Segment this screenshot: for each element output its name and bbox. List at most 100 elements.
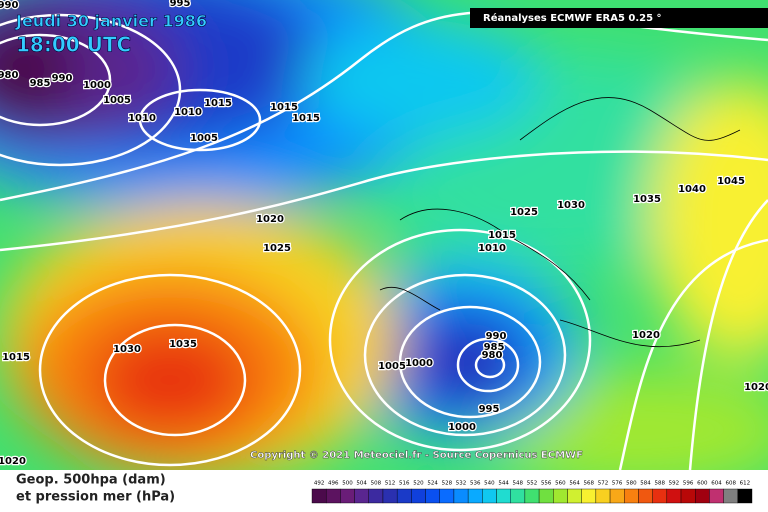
colorbar-swatch: [638, 488, 653, 504]
colorbar-swatch: [624, 488, 639, 504]
colorbar-swatch: [425, 488, 440, 504]
colorbar-swatch: [411, 488, 426, 504]
colorbar-label: 500: [342, 481, 353, 487]
isobar-label: 990: [486, 331, 507, 342]
colorbar-label: 508: [371, 481, 382, 487]
isobar-label: 1015: [270, 102, 298, 113]
colorbar-label: 492: [314, 481, 325, 487]
colorbar-label: 588: [654, 481, 665, 487]
isobar-label: 1020: [744, 382, 768, 393]
colorbar-swatch: [538, 488, 554, 504]
isobar-label: 995: [479, 404, 500, 415]
colorbar-swatch: [567, 488, 582, 504]
colorbar-label: 536: [470, 481, 481, 487]
colorbar-swatch: [737, 488, 753, 504]
colorbar-swatch: [723, 488, 739, 504]
isobar-label: 1015: [488, 230, 516, 241]
isobar-label: 1000: [83, 80, 111, 91]
colorbar-swatch: [340, 488, 355, 504]
colorbar-swatch: [609, 488, 625, 504]
legend-subtitle: et pression mer (hPa): [16, 490, 175, 505]
isobar-label: 985: [484, 342, 505, 353]
colorbar-label: 496: [328, 481, 339, 487]
isobar-label: 985: [30, 78, 51, 89]
legend-title: Geop. 500hpa (dam): [16, 473, 166, 488]
colorbar-swatch: [666, 488, 682, 504]
colorbar-swatch: [467, 488, 483, 504]
isobar-label: 1030: [113, 344, 141, 355]
isobar-label: 980: [0, 70, 18, 81]
isobar-label: 1020: [632, 330, 660, 341]
isobar-label: 1020: [256, 214, 284, 225]
colorbar-swatch: [595, 488, 611, 504]
colorbar-label: 564: [569, 481, 580, 487]
isobar-label: 1035: [633, 194, 661, 205]
colorbar-swatch: [553, 488, 568, 504]
colorbar-label: 612: [740, 481, 751, 487]
colorbar-label: 544: [498, 481, 509, 487]
isobar-label: 995: [170, 0, 191, 9]
isobar-lines: [0, 10, 768, 471]
colorbar-label: 504: [356, 481, 367, 487]
colorbar-label: 572: [598, 481, 609, 487]
colorbar-label: 608: [725, 481, 736, 487]
isobar-label: 1000: [405, 358, 433, 369]
isobar-label: 1005: [103, 95, 131, 106]
coastlines: [379, 97, 741, 348]
isobar-label: 1000: [448, 422, 476, 433]
colorbar-label: 596: [683, 481, 694, 487]
colorbar-label: 560: [555, 481, 566, 487]
colorbar-label: 576: [612, 481, 623, 487]
colorbar-swatch: [652, 488, 668, 504]
colorbar-label: 580: [626, 481, 637, 487]
colorbar-label: 600: [697, 481, 708, 487]
colorbar-label: 528: [442, 481, 453, 487]
geopotential-field: [0, 0, 768, 490]
isobar-label: 1045: [717, 176, 745, 187]
colorbar-swatch: [368, 488, 384, 504]
isobar-label: 990: [52, 73, 73, 84]
colorbar-swatch: [453, 488, 469, 504]
isobar-label: 1030: [557, 200, 585, 211]
isobar-label: 1010: [128, 113, 156, 124]
isobar-label: 1005: [190, 133, 218, 144]
colorbar-swatch: [396, 488, 412, 504]
isobar-label: 1040: [678, 184, 706, 195]
colorbar-swatch: [680, 488, 696, 504]
colorbar-label: 568: [584, 481, 595, 487]
colorbar-label: 540: [484, 481, 495, 487]
colorbar-swatch: [524, 488, 540, 504]
colorbar-label: 512: [385, 481, 396, 487]
colorbar-label: 584: [640, 481, 651, 487]
isobar-label: 990: [0, 0, 18, 11]
colorbar-label: 592: [669, 481, 680, 487]
isobar-label: 1025: [510, 207, 538, 218]
colorbar: 492 496 500 504 508 512 516 520 524 528 532 536 540 5…: [311, 481, 753, 504]
isobar-label: 1015: [2, 352, 30, 363]
colorbar-swatch: [482, 488, 497, 504]
colorbar-label: 516: [399, 481, 410, 487]
isobar-label: 1010: [478, 243, 506, 254]
isobar-label: 980: [482, 350, 503, 361]
time: 18:00 UTC: [16, 33, 131, 57]
colorbar-swatch: [439, 488, 455, 504]
colorbar-swatch: [496, 488, 511, 504]
isobar-label: 1035: [169, 339, 197, 350]
source-banner: [470, 8, 768, 28]
isobar-label: 1005: [378, 361, 406, 372]
isobar-label: 1015: [292, 113, 320, 124]
colorbar-swatch: [325, 488, 341, 504]
colorbar-swatch: [695, 488, 710, 504]
colorbar-label: 552: [527, 481, 538, 487]
isobar-label: 1025: [263, 243, 291, 254]
isobar-label: 1015: [204, 98, 232, 109]
source: Réanalyses ECMWF ERA5 0.25 °: [483, 12, 662, 24]
colorbar-label: 556: [541, 481, 552, 487]
isobar-label: 1020: [0, 456, 26, 467]
colorbar-label: 548: [513, 481, 524, 487]
colorbar-swatch: [510, 488, 526, 504]
date: Jeudi 30 janvier 1986: [15, 12, 207, 31]
